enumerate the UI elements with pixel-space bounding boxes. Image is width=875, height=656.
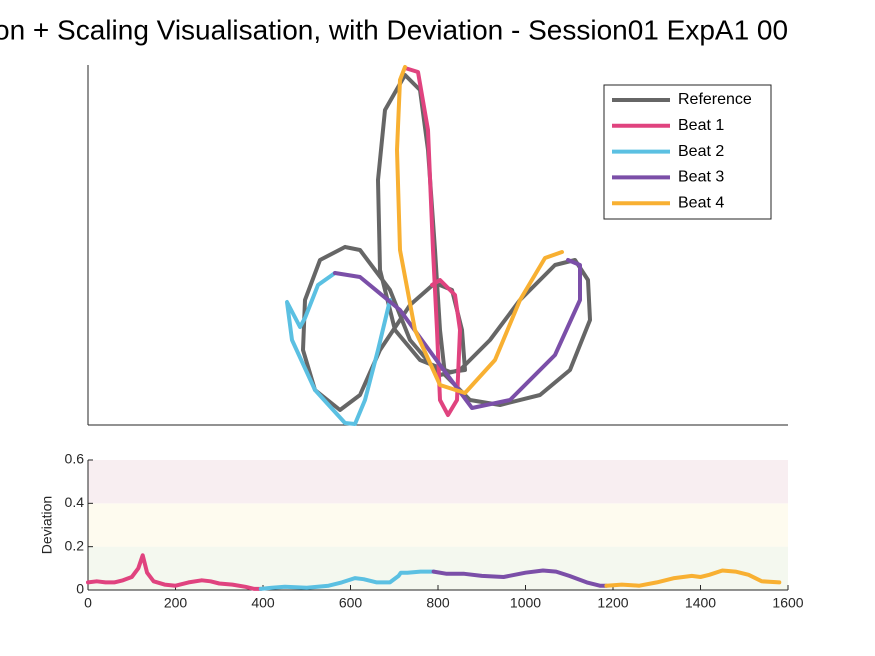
band xyxy=(88,503,788,547)
legend-label: Beat 3 xyxy=(678,169,724,186)
y-tick-label: 0.4 xyxy=(65,494,85,510)
y-tick-label: 0.2 xyxy=(65,537,85,553)
y-axis-label: Deviation xyxy=(39,496,55,554)
series-line xyxy=(258,569,436,591)
series-line xyxy=(403,66,462,417)
series-line xyxy=(86,553,263,591)
x-tick-label: 1600 xyxy=(772,595,803,611)
legend-label: Beat 2 xyxy=(678,143,724,160)
series-line xyxy=(301,73,592,412)
band xyxy=(88,460,788,504)
y-tick-label: 0.6 xyxy=(65,451,85,467)
x-tick-label: 1000 xyxy=(510,595,541,611)
x-tick-label: 200 xyxy=(164,595,188,611)
series-line xyxy=(395,65,564,395)
legend-label: Beat 1 xyxy=(678,117,724,134)
x-tick-label: 600 xyxy=(339,595,363,611)
x-tick-label: 1200 xyxy=(597,595,628,611)
x-tick-label: 800 xyxy=(426,595,450,611)
legend-label: Reference xyxy=(678,91,752,108)
series-line xyxy=(333,258,582,410)
chart-title: on + Scaling Visualisation, with Deviati… xyxy=(0,14,788,45)
x-tick-label: 0 xyxy=(84,595,92,611)
series-line xyxy=(285,271,392,426)
x-tick-label: 1400 xyxy=(685,595,716,611)
legend-label: Beat 4 xyxy=(678,194,724,211)
band xyxy=(88,546,788,590)
series-line xyxy=(431,568,609,588)
series-line xyxy=(604,568,782,588)
x-tick-label: 400 xyxy=(251,595,275,611)
y-tick-label: 0 xyxy=(76,581,84,597)
